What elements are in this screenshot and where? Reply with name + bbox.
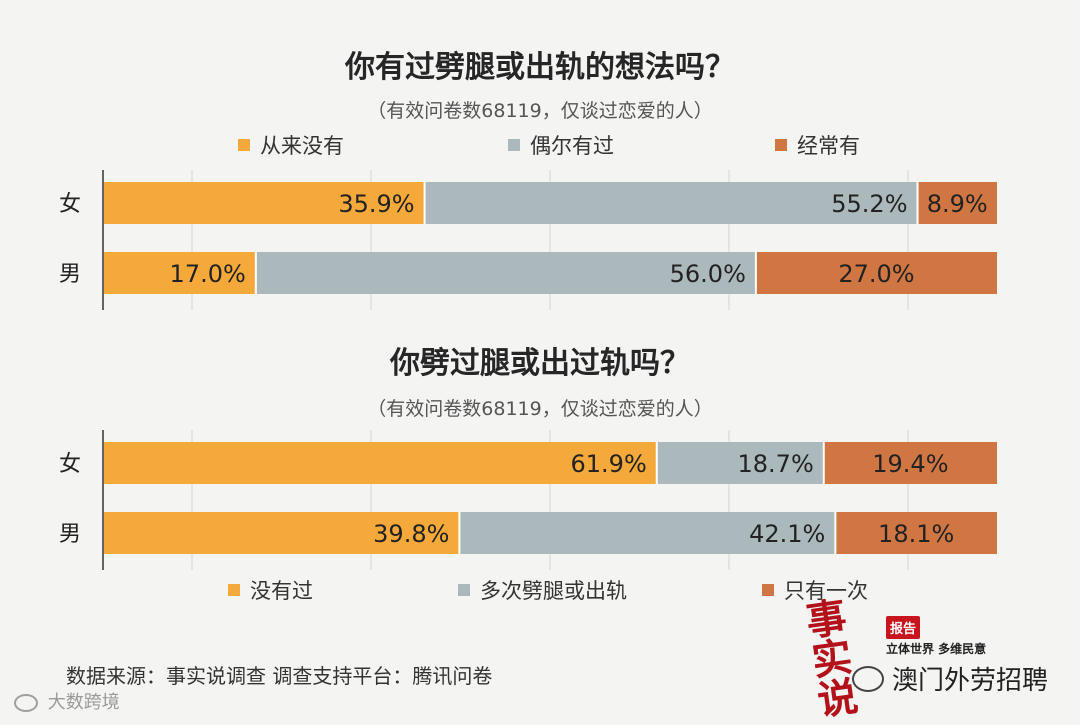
category-label: 女 — [59, 452, 81, 477]
data-label: 55.2% — [831, 190, 907, 218]
bar-segment — [823, 442, 997, 484]
category-label: 男 — [59, 522, 81, 547]
bar-segment — [424, 182, 918, 224]
legend-item-often: 经常有 — [775, 130, 860, 160]
legend-item-occasionally: 偶尔有过 — [508, 130, 614, 160]
stamp-tagline: 立体世界 多维民意 — [886, 642, 987, 656]
legend-swatch-orange — [238, 139, 250, 151]
legend-item-once: 只有一次 — [762, 575, 868, 605]
legend-swatch-gray — [458, 584, 470, 596]
legend-label: 多次劈腿或出轨 — [480, 579, 627, 603]
legend-label: 从来没有 — [260, 134, 344, 158]
data-label: 39.8% — [373, 520, 449, 548]
brand-logo-left: 大数跨境 — [14, 688, 120, 714]
brand-logo-icon — [14, 694, 38, 712]
brand-logo-text: 大数跨境 — [47, 692, 120, 713]
legend-swatch-orange — [228, 584, 240, 596]
legend-swatch-rust — [775, 139, 787, 151]
legend-label: 只有一次 — [784, 579, 868, 603]
data-label: 8.9% — [927, 190, 988, 218]
category-label: 男 — [59, 262, 81, 287]
bar-segment — [255, 252, 756, 294]
chart1-stacked-bar: 女 35.9% 55.2% 8.9% 男 17.0% 56.0% 27.0% — [59, 170, 997, 310]
bar-segment — [104, 182, 425, 224]
bar-segment — [755, 252, 997, 294]
legend-label: 偶尔有过 — [530, 134, 614, 158]
chart2-stacked-bar: 女 61.9% 18.7% 19.4% 男 39.8% 42.1% 18.1% — [59, 430, 997, 570]
bar-segment — [104, 442, 657, 484]
data-label: 27.0% — [838, 260, 914, 288]
legend-item-never: 从来没有 — [238, 130, 344, 160]
legend-item-multiple-times: 多次劈腿或出轨 — [458, 575, 627, 605]
legend-swatch-rust — [762, 584, 774, 596]
bar-segment — [835, 512, 997, 554]
bar-segment — [459, 512, 836, 554]
data-label: 61.9% — [571, 450, 647, 478]
legend-item-never-cheated: 没有过 — [228, 575, 313, 605]
data-label: 35.9% — [338, 190, 414, 218]
wechat-icon — [852, 665, 884, 692]
bar-segment — [104, 252, 256, 294]
report-badge: 报告 — [886, 616, 921, 639]
bar-segment — [917, 182, 997, 224]
data-source: 数据来源：事实说调查 调查支持平台：腾讯问卷 — [66, 664, 493, 688]
data-label: 19.4% — [872, 450, 948, 478]
bar-segment — [104, 512, 460, 554]
category-label: 女 — [59, 192, 81, 217]
chart1-title: 你有过劈腿或出轨的想法吗？ — [345, 50, 735, 85]
chart1-subtitle: （有效问卷数68119，仅谈过恋爱的人） — [367, 100, 713, 122]
data-label: 56.0% — [670, 260, 746, 288]
data-label: 17.0% — [170, 260, 246, 288]
data-label: 18.7% — [738, 450, 814, 478]
stamp-logo: 事实说 — [803, 594, 857, 725]
wechat-account-name: 澳门外劳招聘 — [892, 666, 1049, 696]
data-label: 42.1% — [749, 520, 825, 548]
chart2-title: 你劈过腿或出过轨吗？ — [390, 346, 690, 381]
legend-label: 经常有 — [797, 134, 860, 158]
wechat-account: 澳门外劳招聘 — [852, 660, 1048, 697]
chart2-subtitle: （有效问卷数68119，仅谈过恋爱的人） — [367, 398, 713, 420]
legend-swatch-gray — [508, 139, 520, 151]
legend-label: 没有过 — [250, 579, 313, 603]
data-label: 18.1% — [878, 520, 954, 548]
bar-segment — [656, 442, 824, 484]
